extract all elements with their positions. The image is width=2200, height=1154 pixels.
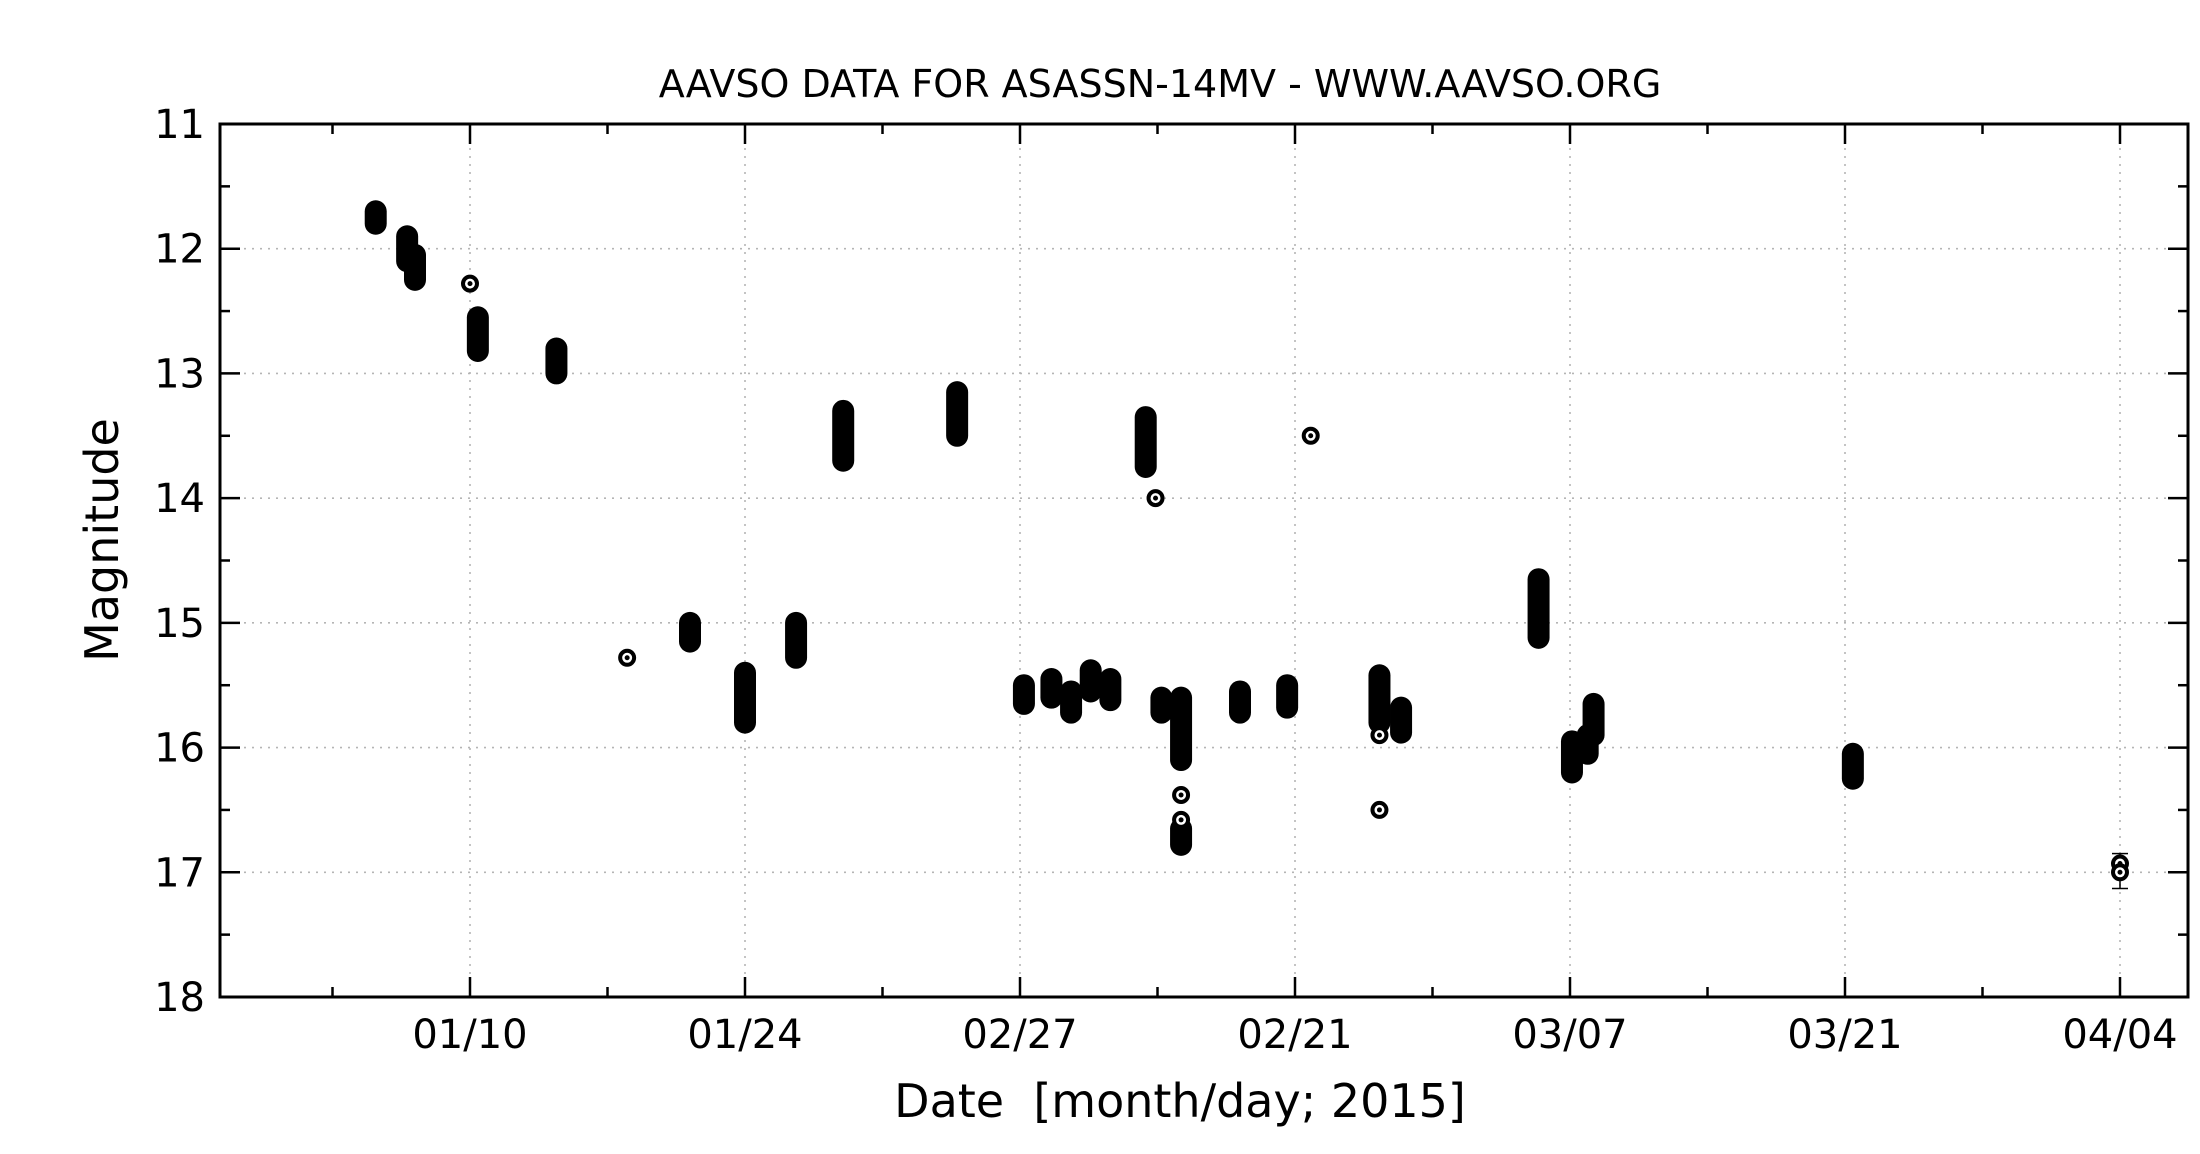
x-tick-label: 03/21 [1787, 1012, 1902, 1058]
data-point-center [1178, 817, 1184, 823]
data-point-center [1308, 433, 1314, 439]
y-tick-label: 11 [154, 102, 205, 148]
x-tick-label: 03/07 [1512, 1012, 1627, 1058]
data-point-center [1376, 732, 1382, 738]
y-tick-label: 16 [154, 726, 205, 772]
x-tick-label: 01/10 [412, 1012, 527, 1058]
y-tick-label: 13 [154, 351, 205, 397]
data-point-center [2117, 869, 2123, 875]
data-point-center [1376, 807, 1382, 813]
data-point-center [624, 655, 630, 661]
axis-ticks [220, 122, 2188, 999]
chart-title: AAVSO DATA FOR ASASSN-14MV - WWW.AAVSO.O… [659, 62, 1662, 106]
y-tick-label: 12 [154, 227, 205, 273]
x-tick-label: 01/24 [687, 1012, 802, 1058]
y-tick-label: 15 [154, 601, 205, 647]
data-point-center [467, 281, 473, 287]
x-tick-label: 02/27 [962, 1012, 1077, 1058]
data-point-center [1153, 495, 1159, 501]
grid-lines [220, 124, 2188, 997]
data-point-center [1178, 792, 1184, 798]
x-tick-label: 04/04 [2062, 1012, 2177, 1058]
plot-frame [218, 122, 2190, 999]
y-tick-label: 14 [154, 476, 205, 522]
x-axis-label: Date [month/day; 2015] [894, 1074, 1466, 1128]
x-tick-label: 02/21 [1237, 1012, 1352, 1058]
tick-labels: 11 12 13 14 15 16 17 18 01/10 01/24 02/27 02/21 03/0… [154, 102, 2178, 1058]
data-marks [364, 200, 2129, 890]
y-tick-label: 17 [154, 850, 205, 896]
y-tick-label: 18 [154, 975, 205, 1021]
y-axis-label: Magnitude [75, 418, 129, 662]
